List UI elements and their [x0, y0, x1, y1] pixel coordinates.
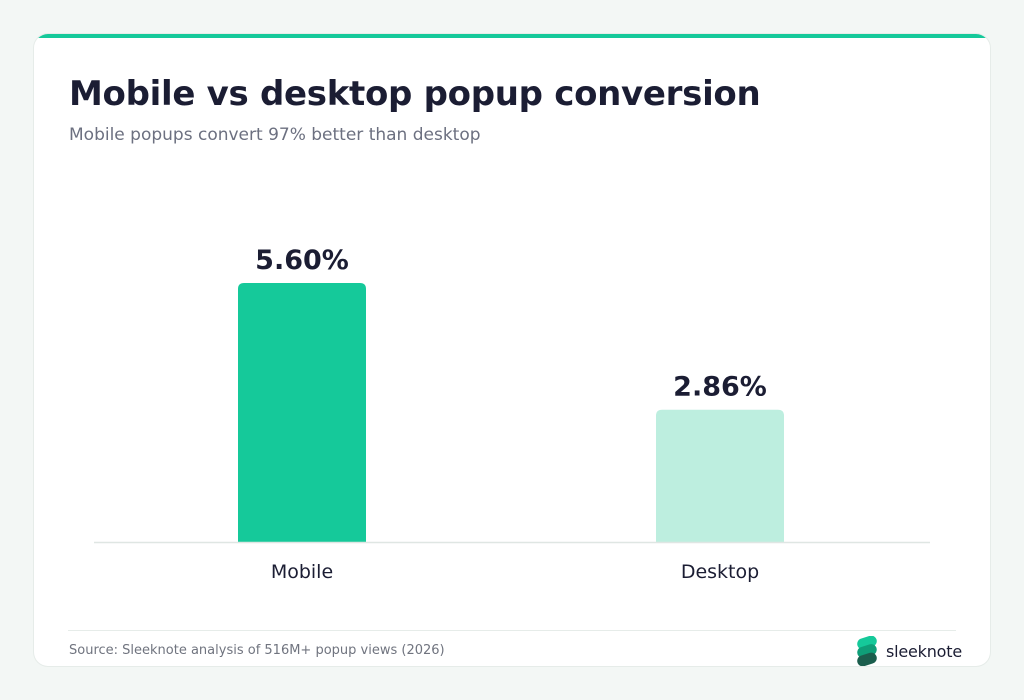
- footer-divider: [68, 630, 956, 631]
- value-label-desktop: 2.86%: [673, 372, 767, 403]
- bar-desktop: [656, 409, 784, 542]
- value-label-mobile: 5.60%: [255, 245, 349, 276]
- chart-title: Mobile vs desktop popup conversion: [69, 74, 761, 114]
- card-accent-bar: [34, 34, 990, 38]
- category-label-mobile: Mobile: [271, 561, 333, 583]
- sleeknote-logo-icon: [857, 636, 877, 666]
- brand: sleeknote: [854, 636, 962, 666]
- brand-name: sleeknote: [886, 641, 962, 661]
- source-note: Source: Sleeknote analysis of 516M+ popu…: [69, 643, 445, 658]
- chart-card: Mobile vs desktop popup conversion Mobil…: [34, 34, 990, 666]
- category-label-desktop: Desktop: [681, 561, 759, 583]
- bar-mobile: [238, 283, 366, 542]
- chart-subtitle: Mobile popups convert 97% better than de…: [69, 125, 481, 145]
- bar-chart: 5.60% Mobile 2.86% Desktop: [94, 245, 930, 583]
